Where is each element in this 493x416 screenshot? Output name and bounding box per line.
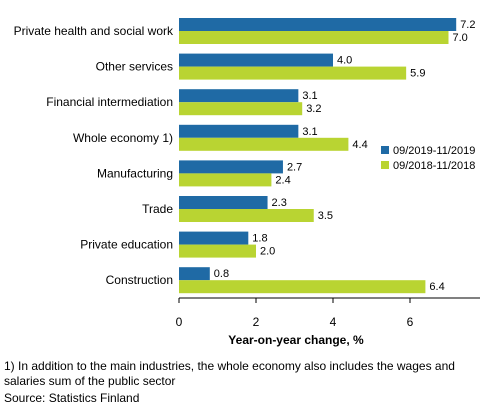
bar (179, 66, 407, 80)
legend-swatch (381, 146, 389, 154)
bar (179, 267, 210, 281)
x-tick-label: 0 (176, 315, 183, 329)
data-label: 7.0 (453, 32, 468, 44)
legend-swatch (381, 161, 389, 169)
bar (179, 124, 299, 138)
x-tick-label: 4 (330, 315, 337, 329)
data-label: 2.3 (272, 197, 287, 209)
data-label: 4.0 (337, 55, 352, 67)
x-axis-title: Year-on-year change, % (228, 333, 364, 347)
bar (179, 89, 299, 103)
data-label: 3.1 (302, 90, 317, 102)
category-label: Private health and social work (14, 24, 174, 38)
data-label: 3.2 (306, 103, 321, 115)
bar (179, 231, 249, 245)
legend-label: 09/2019-11/2019 (393, 145, 475, 157)
bar-chart: 0 2 4 6 Year-on-year change, % Private health… (14, 18, 480, 347)
bar (179, 18, 457, 31)
data-label: 7.2 (460, 19, 475, 31)
x-tick-label: 6 (407, 315, 414, 329)
bar (179, 53, 333, 67)
category-label: Financial intermediation (46, 95, 173, 109)
bar (179, 102, 303, 116)
legend-label: 09/2018-11/2018 (393, 160, 475, 172)
data-label: 6.4 (429, 281, 444, 293)
bar (179, 280, 426, 294)
data-label: 3.1 (302, 126, 317, 138)
data-label: 4.4 (352, 139, 367, 151)
bar (179, 244, 256, 258)
category-label: Construction (106, 273, 173, 287)
data-label: 0.8 (214, 268, 229, 280)
data-label: 3.5 (318, 210, 333, 222)
footnote: 1) In addition to the main industries, t… (4, 359, 455, 388)
bar (179, 31, 449, 44)
category-label: Manufacturing (97, 166, 173, 180)
bar (179, 173, 272, 187)
bar (179, 209, 314, 222)
category-label: Whole economy 1) (73, 131, 173, 145)
x-tick-label: 2 (253, 315, 260, 329)
data-label: 2.7 (287, 161, 302, 173)
category-label: Trade (142, 202, 173, 216)
source-note: Source: Statistics Finland (4, 391, 140, 405)
bar (179, 196, 268, 209)
category-label: Other services (96, 60, 173, 74)
data-label: 5.9 (410, 68, 425, 80)
data-label: 1.8 (252, 233, 267, 245)
bar (179, 160, 283, 174)
category-label: Private education (80, 238, 173, 252)
data-label: 2.4 (275, 174, 290, 186)
data-label: 2.0 (260, 246, 275, 258)
bar (179, 137, 349, 151)
